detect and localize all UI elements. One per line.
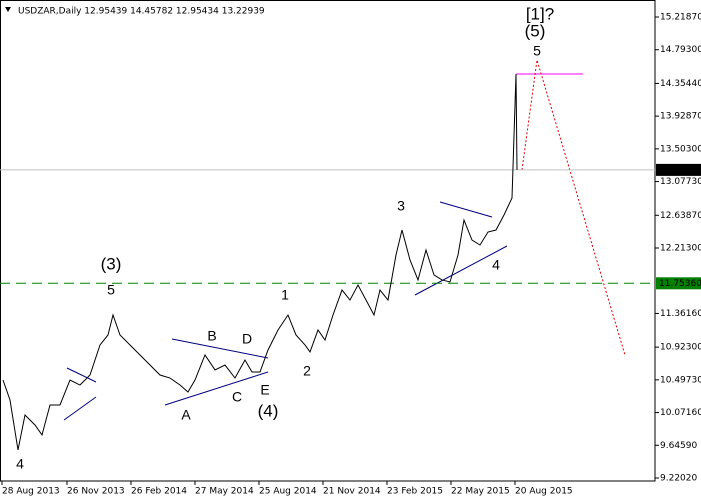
wave-label: (3): [101, 254, 122, 273]
y-tick-label: 13.92870: [660, 112, 701, 122]
x-tick-label: 21 Nov 2014: [323, 487, 381, 497]
wave-label: B: [207, 328, 216, 344]
x-tick-label: 26 Feb 2014: [131, 487, 187, 497]
wave-label: 5: [533, 43, 541, 59]
y-tick-label: 9.22020: [660, 473, 697, 483]
current-price-label: 13.22939: [659, 165, 701, 175]
wave-label: [1]?: [526, 4, 554, 23]
projection: [516, 59, 626, 356]
x-tick-label: 22 May 2015: [451, 487, 510, 497]
wave-label: D: [242, 331, 252, 347]
y-tick-label: 11.36160: [660, 309, 701, 319]
x-tick-label: 23 Feb 2015: [387, 487, 443, 497]
y-tick-label: 9.64590: [660, 441, 697, 451]
y-tick-label: 15.21870: [660, 13, 701, 23]
x-tick-label: 28 Aug 2013: [2, 487, 60, 497]
y-tick-label: 12.21300: [660, 243, 701, 253]
x-tick-label: 20 Aug 2015: [515, 487, 573, 497]
y-tick-label: 10.49730: [660, 375, 701, 385]
x-tick-label: 26 Nov 2013: [67, 487, 125, 497]
current-price-box: [656, 163, 701, 176]
y-tick-label: 12.63870: [660, 211, 701, 221]
wave-label: 5: [107, 282, 115, 298]
x-tick-label: 25 Aug 2014: [259, 487, 317, 497]
trend-lines: [63, 201, 508, 421]
title-marker: [5, 7, 11, 12]
price-line: [2, 73, 518, 451]
x-tick-label: 27 May 2014: [195, 487, 254, 497]
wave-label: A: [181, 407, 191, 423]
y-tick-label: 10.07160: [660, 408, 701, 418]
wave-label: C: [232, 389, 242, 405]
y-tick-label: 14.79300: [660, 45, 701, 55]
level-label-box: [656, 277, 701, 290]
level-label: 11.75360: [659, 279, 701, 289]
y-tick-label: 14.35440: [660, 79, 701, 89]
wave-label: (5): [525, 21, 546, 40]
wave-label: 2: [303, 363, 311, 379]
y-tick-label: 13.07730: [660, 177, 701, 187]
chart-title: USDZAR,Daily 12.95439 14.45782 12.95434 …: [18, 7, 265, 17]
y-tick-label: 13.50300: [660, 144, 701, 154]
wave-label: E: [260, 382, 269, 398]
wave-label: 1: [281, 287, 289, 303]
wave-label: 4: [16, 456, 24, 472]
wave-label: (4): [258, 401, 279, 420]
y-tick-label: 10.92300: [660, 343, 701, 353]
wave-label: 4: [492, 257, 500, 273]
plot-frame: [0, 0, 656, 482]
wave-label: 3: [397, 198, 405, 214]
